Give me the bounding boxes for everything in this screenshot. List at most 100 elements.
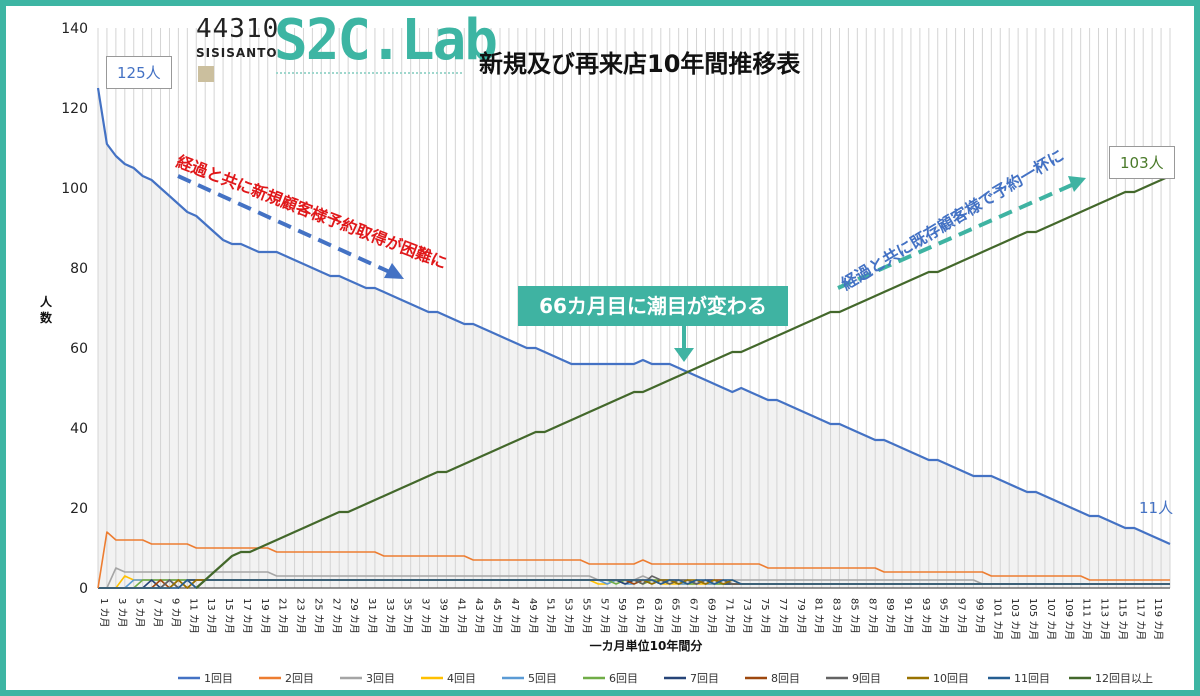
legend-label: 6回目 xyxy=(609,672,638,685)
x-tick-label: 17 カ月 xyxy=(241,598,253,634)
legend-label: 1回目 xyxy=(204,672,233,685)
x-tick-label: 115 カ月 xyxy=(1116,598,1128,640)
x-tick-label: 63 カ月 xyxy=(652,598,664,634)
series-line-1 xyxy=(96,87,1171,546)
x-tick-label: 79 カ月 xyxy=(795,598,807,634)
y-tick-label: 140 xyxy=(61,21,88,37)
x-tick-label: 59 カ月 xyxy=(616,598,628,634)
x-tick-label: 117 カ月 xyxy=(1134,598,1146,640)
x-tick-label: 53 カ月 xyxy=(563,598,575,634)
y-axis-title: 人数 xyxy=(40,294,53,325)
series-line-12 xyxy=(195,174,1171,589)
x-tick-label: 21 カ月 xyxy=(277,598,289,634)
x-tick-label: 39 カ月 xyxy=(437,598,449,634)
x-tick-label: 29 カ月 xyxy=(348,598,360,634)
chart-title: 新規及び再来店10年間推移表 xyxy=(479,50,801,78)
legend: 1回目 2回目 3回目 4回目 5回目 6回目 7回目 8回目 9回目 10回目 11回目 12回目以… xyxy=(178,672,1153,685)
x-tick-label: 67 カ月 xyxy=(688,598,700,634)
y-axis-tick-labels: 0 20 40 60 80 100 120 140 xyxy=(61,21,88,597)
x-tick-label: 101 カ月 xyxy=(991,598,1003,640)
x-tick-label: 11 カ月 xyxy=(187,598,199,634)
x-tick-label: 55 カ月 xyxy=(580,598,592,634)
x-tick-label: 31 カ月 xyxy=(366,598,378,634)
x-tick-label: 15 カ月 xyxy=(223,598,235,634)
start-value-callout: 125人 xyxy=(106,56,172,89)
logo-subtext: SISISANTO xyxy=(196,46,278,60)
x-tick-label: 19 カ月 xyxy=(259,598,271,634)
x-tick-label: 93 カ月 xyxy=(920,598,932,634)
x-tick-label: 51 カ月 xyxy=(545,598,557,634)
end-blue-callout: 11人 xyxy=(1139,499,1174,517)
x-tick-label: 73 カ月 xyxy=(741,598,753,634)
x-tick-label: 99 カ月 xyxy=(973,598,985,634)
legend-label: 8回目 xyxy=(771,672,800,685)
x-tick-label: 105 カ月 xyxy=(1027,598,1039,640)
legend-label: 10回目 xyxy=(933,672,969,685)
legend-label: 7回目 xyxy=(690,672,719,685)
turning-point-arrow-head xyxy=(674,348,694,362)
y-tick-label: 100 xyxy=(61,181,88,197)
x-tick-label: 25 カ月 xyxy=(312,598,324,634)
x-tick-label: 37 カ月 xyxy=(420,598,432,634)
x-tick-label: 47 カ月 xyxy=(509,598,521,634)
logo-tagline-dots xyxy=(276,72,462,76)
series-lines xyxy=(96,87,1171,589)
x-tick-label: 27 カ月 xyxy=(330,598,342,634)
x-tick-label: 89 カ月 xyxy=(884,598,896,634)
logo-number: 44310 xyxy=(196,14,280,44)
y-tick-label: 120 xyxy=(61,101,88,117)
x-tick-label: 97 カ月 xyxy=(956,598,968,634)
legend-label: 12回目以上 xyxy=(1095,672,1153,685)
x-tick-label: 119 カ月 xyxy=(1152,598,1164,640)
chart-card: 0 20 40 60 80 100 120 140 1 カ月 3 カ月 5 カ月 7 カ月 9 カ月 1… xyxy=(6,6,1194,690)
x-tick-label: 113 カ月 xyxy=(1099,598,1111,640)
legend-label: 2回目 xyxy=(285,672,314,685)
x-tick-label: 35 カ月 xyxy=(402,598,414,634)
x-tick-label: 5 カ月 xyxy=(134,598,146,628)
x-tick-label: 7 カ月 xyxy=(152,598,164,628)
x-tick-label: 107 カ月 xyxy=(1045,598,1057,640)
series-line-2 xyxy=(97,531,1170,589)
x-axis-title: 一カ月単位10年間分 xyxy=(590,638,703,653)
x-tick-label: 81 カ月 xyxy=(813,598,825,634)
x-tick-label: 41 カ月 xyxy=(455,598,467,634)
end-green-callout: 103人 xyxy=(1109,146,1175,179)
x-tick-label: 45 カ月 xyxy=(491,598,503,634)
y-axis-title-char: 人 xyxy=(40,294,53,309)
x-tick-label: 87 カ月 xyxy=(866,598,878,634)
y-tick-label: 40 xyxy=(70,421,88,437)
y-tick-label: 80 xyxy=(70,261,88,277)
legend-label: 3回目 xyxy=(366,672,395,685)
x-tick-label: 103 カ月 xyxy=(1009,598,1021,640)
y-tick-label: 60 xyxy=(70,341,88,357)
legend-label: 5回目 xyxy=(528,672,557,685)
x-tick-label: 57 カ月 xyxy=(598,598,610,634)
right-arrow-head xyxy=(1068,176,1086,192)
x-tick-label: 95 カ月 xyxy=(938,598,950,634)
x-tick-label: 65 カ月 xyxy=(670,598,682,634)
logo-square-icon xyxy=(198,66,214,82)
turning-point-label: 66カ月目に潮目が変わる xyxy=(518,286,788,326)
x-tick-label: 85 カ月 xyxy=(848,598,860,634)
legend-label: 11回目 xyxy=(1014,672,1050,685)
y-axis-title-char: 数 xyxy=(40,310,53,325)
x-tick-label: 1 カ月 xyxy=(98,598,110,628)
x-tick-label: 91 カ月 xyxy=(902,598,914,634)
x-tick-label: 33 カ月 xyxy=(384,598,396,634)
left-arrow-head xyxy=(384,263,404,279)
x-tick-label: 9 カ月 xyxy=(169,598,181,628)
x-tick-label: 69 カ月 xyxy=(705,598,717,634)
x-tick-label: 49 カ月 xyxy=(527,598,539,634)
x-tick-label: 77 カ月 xyxy=(777,598,789,634)
x-tick-label: 109 カ月 xyxy=(1063,598,1075,640)
y-tick-label: 20 xyxy=(70,501,88,517)
legend-label: 4回目 xyxy=(447,672,476,685)
x-tick-label: 43 カ月 xyxy=(473,598,485,634)
x-tick-label: 83 カ月 xyxy=(831,598,843,634)
x-axis-tick-labels: 1 カ月 3 カ月 5 カ月 7 カ月 9 カ月 11 カ月 13 カ月 15 カ月 17 カ月… xyxy=(98,598,1164,640)
x-tick-label: 61 カ月 xyxy=(634,598,646,634)
x-tick-label: 3 カ月 xyxy=(116,598,128,628)
legend-label: 9回目 xyxy=(852,672,881,685)
x-tick-label: 75 カ月 xyxy=(759,598,771,634)
